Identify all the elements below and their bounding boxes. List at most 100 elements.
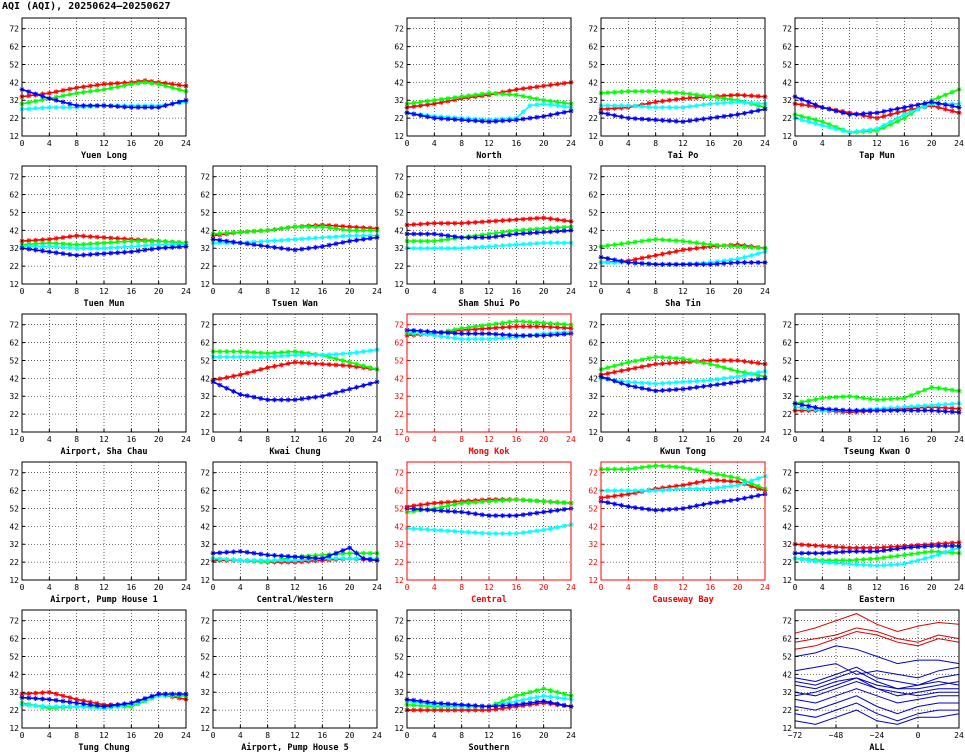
data-point	[306, 360, 312, 366]
data-point	[554, 99, 560, 105]
data-point	[493, 498, 499, 504]
data-point	[466, 702, 471, 708]
data-point	[673, 486, 679, 492]
data-point	[333, 550, 339, 556]
x-tick-label: 0	[20, 731, 25, 740]
data-point	[244, 370, 250, 376]
x-tick-label: 20	[733, 435, 743, 444]
data-point	[319, 224, 325, 230]
data-point	[520, 512, 526, 518]
y-tick-label: 32	[588, 244, 598, 253]
data-point	[40, 696, 45, 702]
x-tick-label: −24	[870, 731, 885, 740]
x-tick-label: −72	[788, 731, 803, 740]
x-tick-label: 12	[484, 435, 494, 444]
data-point	[714, 261, 720, 267]
y-tick-label: 62	[394, 487, 404, 496]
data-point	[360, 349, 366, 355]
data-point	[867, 408, 873, 414]
data-point	[922, 387, 928, 393]
data-point	[694, 117, 700, 123]
x-tick-label: 20	[733, 139, 743, 148]
data-point	[632, 465, 638, 471]
data-point	[735, 357, 741, 363]
data-point	[735, 479, 741, 485]
data-point	[605, 376, 611, 382]
data-point	[619, 466, 624, 472]
data-point	[438, 237, 444, 243]
data-point	[115, 244, 121, 250]
y-tick-label: 32	[588, 96, 598, 105]
data-point	[748, 478, 754, 484]
y-tick-label: 62	[200, 635, 210, 644]
data-point	[265, 350, 271, 356]
data-point	[548, 332, 553, 338]
data-point	[881, 562, 887, 568]
data-point	[40, 105, 45, 111]
data-point	[908, 544, 914, 550]
data-point	[479, 499, 485, 505]
y-tick-label: 22	[588, 262, 598, 271]
data-point	[799, 405, 805, 411]
data-point	[333, 226, 339, 232]
y-tick-label: 52	[394, 60, 404, 69]
x-tick-label: 20	[927, 583, 937, 592]
data-point	[694, 95, 700, 101]
data-point	[548, 216, 553, 222]
data-point	[217, 237, 223, 243]
data-point	[292, 554, 298, 560]
data-point	[714, 471, 720, 477]
data-point	[520, 216, 526, 222]
data-point	[26, 691, 32, 697]
data-point	[819, 550, 825, 556]
x-tick-label: 24	[954, 435, 964, 444]
x-tick-label: 16	[512, 731, 522, 740]
data-point	[694, 92, 700, 98]
data-point	[813, 396, 818, 402]
data-point	[701, 486, 706, 492]
x-tick-label: 16	[127, 583, 137, 592]
data-point	[33, 237, 39, 243]
x-tick-label: 16	[318, 731, 328, 740]
data-point	[445, 95, 451, 101]
data-point	[541, 509, 547, 515]
data-point	[534, 102, 540, 108]
y-tick-label: 52	[9, 208, 19, 217]
data-point	[285, 553, 291, 559]
data-point	[541, 332, 547, 338]
data-point	[122, 249, 127, 255]
data-point	[431, 527, 437, 533]
y-tick-label: 32	[9, 392, 19, 401]
x-tick-label: 8	[847, 435, 852, 444]
data-point	[680, 379, 686, 385]
data-point	[735, 260, 741, 266]
data-point	[646, 116, 652, 122]
data-point	[915, 102, 921, 108]
data-point	[507, 88, 512, 94]
data-point	[561, 500, 567, 506]
data-point	[94, 251, 100, 257]
data-point	[425, 98, 430, 104]
y-tick-label: 72	[9, 469, 19, 478]
data-point	[619, 368, 624, 374]
data-point	[660, 380, 665, 386]
data-point	[548, 102, 553, 108]
data-point	[949, 108, 955, 114]
data-point	[728, 257, 734, 263]
y-tick-label: 32	[9, 540, 19, 549]
data-point	[513, 242, 519, 248]
x-tick-label: 12	[484, 583, 494, 592]
data-point	[128, 104, 134, 110]
series-line	[794, 666, 960, 686]
data-point	[347, 359, 353, 365]
y-tick-label: 22	[588, 410, 598, 419]
y-tick-label: 32	[9, 688, 19, 697]
x-tick-label: 16	[706, 139, 716, 148]
data-point	[169, 242, 175, 248]
data-point	[333, 362, 339, 368]
data-point	[541, 324, 547, 330]
data-point	[431, 332, 437, 338]
data-point	[347, 224, 353, 230]
